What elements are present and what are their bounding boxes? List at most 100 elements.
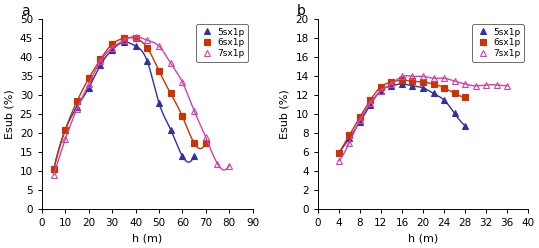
7sx1p [346, 141, 353, 144]
Line: 7sx1p: 7sx1p [336, 74, 510, 164]
6sx1p [156, 69, 162, 72]
7sx1p [494, 83, 500, 86]
Line: 7sx1p: 7sx1p [51, 34, 232, 178]
7sx1p [378, 89, 384, 92]
Legend: 5sx1p, 6sx1p, 7sx1p: 5sx1p, 6sx1p, 7sx1p [196, 24, 248, 62]
7sx1p [430, 77, 437, 80]
6sx1p [357, 116, 363, 119]
7sx1p [451, 80, 458, 83]
6sx1p [121, 37, 127, 40]
6sx1p [203, 141, 209, 144]
7sx1p [226, 164, 232, 167]
X-axis label: h (m): h (m) [408, 234, 438, 244]
5sx1p [399, 83, 405, 86]
7sx1p [97, 60, 103, 63]
5sx1p [51, 168, 57, 171]
7sx1p [144, 39, 150, 42]
Legend: 5sx1p, 6sx1p, 7sx1p: 5sx1p, 6sx1p, 7sx1p [472, 24, 524, 62]
7sx1p [388, 83, 395, 86]
5sx1p [97, 63, 103, 66]
5sx1p [388, 84, 395, 87]
7sx1p [133, 35, 139, 38]
7sx1p [409, 75, 416, 78]
6sx1p [144, 46, 150, 49]
6sx1p [451, 92, 458, 95]
5sx1p [191, 155, 197, 157]
6sx1p [133, 37, 139, 40]
7sx1p [121, 39, 127, 42]
7sx1p [74, 107, 80, 110]
5sx1p [462, 124, 468, 127]
7sx1p [504, 84, 510, 87]
5sx1p [156, 101, 162, 104]
6sx1p [346, 134, 353, 137]
5sx1p [144, 60, 150, 63]
5sx1p [357, 121, 363, 124]
6sx1p [51, 168, 57, 171]
7sx1p [367, 101, 374, 104]
7sx1p [399, 75, 405, 78]
5sx1p [420, 86, 426, 89]
6sx1p [430, 83, 437, 86]
5sx1p [121, 41, 127, 44]
6sx1p [191, 141, 197, 144]
5sx1p [451, 112, 458, 115]
Text: b: b [296, 4, 306, 18]
7sx1p [214, 162, 220, 165]
5sx1p [409, 84, 416, 87]
6sx1p [86, 77, 92, 80]
7sx1p [156, 45, 162, 48]
5sx1p [378, 89, 384, 92]
5sx1p [133, 45, 139, 48]
5sx1p [109, 48, 115, 51]
6sx1p [388, 81, 395, 84]
5sx1p [346, 137, 353, 140]
X-axis label: h (m): h (m) [132, 234, 162, 244]
Line: 5sx1p: 5sx1p [51, 39, 197, 172]
6sx1p [409, 80, 416, 83]
5sx1p [74, 105, 80, 108]
7sx1p [62, 138, 68, 141]
6sx1p [399, 79, 405, 82]
6sx1p [441, 86, 447, 89]
7sx1p [420, 75, 426, 78]
5sx1p [86, 86, 92, 89]
7sx1p [336, 159, 342, 162]
7sx1p [109, 46, 115, 49]
6sx1p [420, 81, 426, 84]
7sx1p [168, 62, 174, 64]
6sx1p [168, 92, 174, 95]
5sx1p [336, 152, 342, 155]
6sx1p [378, 85, 384, 88]
7sx1p [462, 83, 468, 86]
Line: 6sx1p: 6sx1p [336, 77, 468, 156]
7sx1p [483, 83, 489, 86]
5sx1p [430, 92, 437, 95]
6sx1p [462, 96, 468, 99]
6sx1p [97, 58, 103, 61]
6sx1p [336, 152, 342, 155]
Y-axis label: Esub (%): Esub (%) [4, 90, 14, 139]
6sx1p [367, 99, 374, 102]
5sx1p [179, 155, 185, 157]
5sx1p [168, 128, 174, 131]
7sx1p [51, 174, 57, 177]
7sx1p [191, 109, 197, 112]
Line: 5sx1p: 5sx1p [336, 81, 468, 156]
Y-axis label: Esub (%): Esub (%) [280, 90, 290, 139]
7sx1p [179, 81, 185, 84]
7sx1p [203, 136, 209, 139]
7sx1p [472, 84, 479, 87]
7sx1p [86, 83, 92, 86]
Text: a: a [21, 4, 30, 18]
7sx1p [441, 77, 447, 80]
Line: 6sx1p: 6sx1p [51, 36, 209, 172]
5sx1p [441, 99, 447, 102]
6sx1p [74, 100, 80, 103]
6sx1p [179, 115, 185, 118]
6sx1p [62, 128, 68, 131]
5sx1p [367, 103, 374, 106]
7sx1p [357, 119, 363, 122]
6sx1p [109, 43, 115, 46]
5sx1p [62, 128, 68, 131]
